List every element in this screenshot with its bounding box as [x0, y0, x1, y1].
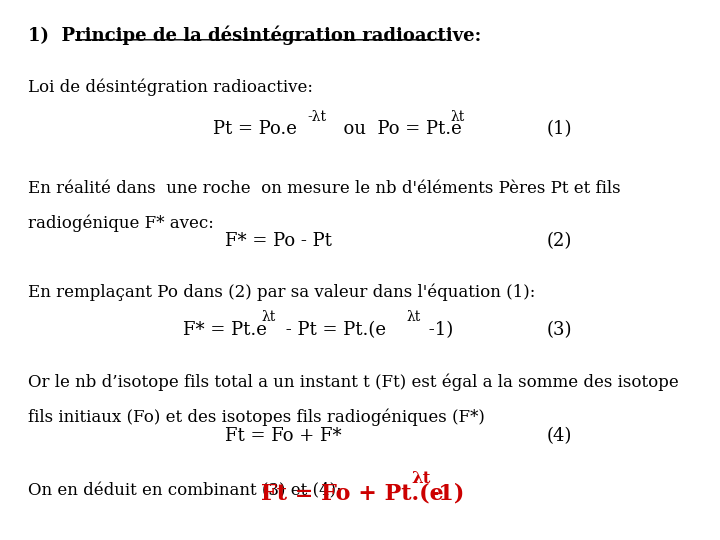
Text: Or le nb d’isotope fils total a un instant t (Ft) est égal a la somme des isotop: Or le nb d’isotope fils total a un insta… [28, 374, 679, 391]
Text: (1): (1) [547, 120, 572, 138]
Text: -λt: -λt [307, 110, 326, 124]
Text: λt: λt [262, 310, 276, 324]
Text: 1)  Principe de la désintégration radioactive:: 1) Principe de la désintégration radioac… [28, 25, 481, 45]
Text: F* = Po - Pt: F* = Po - Pt [225, 232, 332, 250]
Text: λt: λt [451, 110, 464, 124]
Text: Pt = Po.e: Pt = Po.e [213, 120, 297, 138]
Text: Loi de désintégration radioactive:: Loi de désintégration radioactive: [28, 79, 313, 96]
Text: Ft = Fo + F*: Ft = Fo + F* [225, 427, 341, 445]
Text: On en déduit en combinant (3) et (4):: On en déduit en combinant (3) et (4): [28, 483, 342, 500]
Text: fils initiaux (Fo) et des isotopes fils radiogéniques (F*): fils initiaux (Fo) et des isotopes fils … [28, 408, 485, 426]
Text: radiogénique F* avec:: radiogénique F* avec: [28, 214, 214, 232]
Text: En remplaçant Po dans (2) par sa valeur dans l'équation (1):: En remplaçant Po dans (2) par sa valeur … [28, 284, 536, 301]
Text: -1): -1) [430, 483, 466, 505]
Text: λt: λt [406, 310, 420, 324]
Text: Ft = Fo + Pt.(e: Ft = Fo + Pt.(e [261, 483, 444, 505]
Text: - Pt = Pt.(e: - Pt = Pt.(e [280, 321, 386, 339]
Text: En réalité dans  une roche  on mesure le nb d'éléments Pères Pt et fils: En réalité dans une roche on mesure le n… [28, 180, 621, 197]
Text: -1): -1) [423, 321, 453, 339]
Text: F* = Pt.e: F* = Pt.e [183, 321, 267, 339]
Text: λt: λt [411, 470, 431, 487]
Text: (3): (3) [547, 321, 572, 339]
Text: (4): (4) [547, 427, 572, 445]
Text: ou  Po = Pt.e: ou Po = Pt.e [333, 120, 462, 138]
Text: (2): (2) [547, 232, 572, 250]
